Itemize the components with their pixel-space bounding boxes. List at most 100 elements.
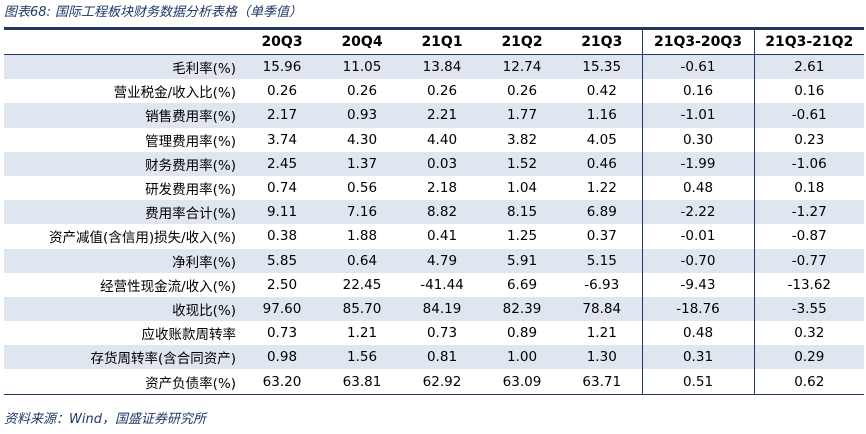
value-cell: -2.22 <box>641 200 754 225</box>
value-cell: -1.06 <box>753 151 864 176</box>
value-cell: 11.05 <box>322 54 402 80</box>
value-cell: 0.81 <box>402 345 482 370</box>
value-cell: -0.70 <box>641 248 754 273</box>
value-cell: 1.52 <box>482 151 562 176</box>
value-cell: 97.60 <box>242 296 322 322</box>
header-cell: 21Q3-21Q2 <box>753 30 864 55</box>
value-cell: 1.00 <box>482 345 562 370</box>
row-label: 资产减值(含信用)损失/收入(%) <box>49 230 236 247</box>
value-cell: 78.84 <box>562 296 642 322</box>
value-cell: 6.89 <box>562 200 642 225</box>
value-cell: 0.42 <box>586 83 617 100</box>
value-cell: 8.82 <box>402 200 482 225</box>
row-label: 管理费用率(%) <box>145 133 236 150</box>
table-row: 毛利率(%) 15.96 11.05 13.84 12.74 15.35 -0.61 2.61 <box>4 54 864 80</box>
value-cell: -1.99 <box>641 151 754 176</box>
value-cell: 4.30 <box>346 131 378 148</box>
value-cell: 0.98 <box>242 345 322 370</box>
table-row: 研发费用率(%) 0.74 0.56 2.18 1.04 1.22 0.48 0.18 <box>4 175 864 201</box>
header-cell: 21Q2 <box>482 30 562 55</box>
value-cell: 5.15 <box>562 248 642 273</box>
value-cell: 85.70 <box>322 296 402 322</box>
value-cell: -0.61 <box>753 103 864 128</box>
value-cell: 0.26 <box>426 83 458 100</box>
figure-title: 图表68: 国际工程板块财务数据分析表格（单季值） <box>4 5 303 20</box>
value-cell: -18.76 <box>641 296 754 322</box>
table-row: 收现比(%) 97.60 85.70 84.19 82.39 78.84 -18.76 -3.… <box>4 296 864 322</box>
value-cell: 0.56 <box>346 180 378 197</box>
value-cell: 2.61 <box>753 54 864 80</box>
value-cell: 0.38 <box>266 228 298 245</box>
row-label: 收现比(%) <box>4 296 242 322</box>
row-label: 资产负债率(%) <box>4 369 242 395</box>
value-cell: 0.46 <box>562 151 642 176</box>
value-cell: 0.31 <box>641 345 754 370</box>
row-label: 销售费用率(%) <box>4 103 242 128</box>
header-cell: 20Q4 <box>322 30 402 55</box>
value-cell: -1.27 <box>753 200 864 225</box>
value-cell: 0.73 <box>266 325 298 342</box>
row-label: 毛利率(%) <box>4 54 242 80</box>
value-cell: 3.74 <box>266 131 298 148</box>
value-cell: 1.56 <box>322 345 402 370</box>
table-row: 管理费用率(%) 3.74 4.30 4.40 3.82 4.05 0.30 0.23 <box>4 127 864 152</box>
row-label: 存货周转率(含合同资产) <box>4 345 242 370</box>
value-cell: 7.16 <box>322 200 402 225</box>
value-cell: 0.26 <box>506 83 538 100</box>
table-row: 财务费用率(%) 2.45 1.37 0.03 1.52 0.46 -1.99 -1.06 <box>4 151 864 176</box>
row-label: 净利率(%) <box>4 248 242 273</box>
value-cell: -41.44 <box>420 276 464 293</box>
value-cell: 0.29 <box>753 345 864 370</box>
value-cell: 63.71 <box>562 369 642 395</box>
value-cell: 8.15 <box>482 200 562 225</box>
value-cell: 62.92 <box>402 369 482 395</box>
value-cell: -1.01 <box>641 103 754 128</box>
value-cell: 4.05 <box>586 131 617 148</box>
value-cell: 0.74 <box>266 180 298 197</box>
value-cell: -3.55 <box>753 296 864 322</box>
header-cell: 21Q3 <box>562 30 642 55</box>
value-cell: -0.77 <box>753 248 864 273</box>
value-cell: 12.74 <box>482 54 562 80</box>
value-cell: 15.35 <box>562 54 642 80</box>
value-cell: 1.21 <box>346 325 378 342</box>
value-cell: 1.16 <box>562 103 642 128</box>
value-cell: 0.62 <box>753 369 864 395</box>
value-cell: 0.18 <box>753 175 864 201</box>
value-cell: 0.73 <box>426 325 458 342</box>
row-label: 研发费用率(%) <box>145 182 236 199</box>
value-cell: 0.16 <box>753 79 864 104</box>
value-cell: 0.64 <box>322 248 402 273</box>
value-cell: 82.39 <box>482 296 562 322</box>
value-cell: 22.45 <box>342 276 382 293</box>
financial-table: 20Q3 20Q4 21Q1 21Q2 21Q3 21Q3-20Q3 21Q3-… <box>4 30 864 395</box>
value-cell: 63.09 <box>482 369 562 395</box>
value-cell: 15.96 <box>242 54 322 80</box>
value-cell: 1.22 <box>586 180 617 197</box>
value-cell: 0.48 <box>641 321 754 346</box>
row-label: 营业税金/收入比(%) <box>113 85 236 102</box>
value-cell: 0.89 <box>506 325 538 342</box>
value-cell: 0.41 <box>426 228 458 245</box>
value-cell: 0.48 <box>641 175 754 201</box>
value-cell: 1.25 <box>506 228 538 245</box>
row-label: 费用率合计(%) <box>4 200 242 225</box>
value-cell: 0.93 <box>322 103 402 128</box>
value-cell: 0.30 <box>641 127 754 152</box>
value-cell: 2.45 <box>242 151 322 176</box>
value-cell: 13.84 <box>402 54 482 80</box>
value-cell: 63.81 <box>322 369 402 395</box>
row-label: 经营性现金流/收入(%) <box>100 278 236 295</box>
table-row: 应收账款周转率 0.73 1.21 0.73 0.89 1.21 0.48 0.32 <box>4 321 864 346</box>
value-cell: 1.37 <box>322 151 402 176</box>
value-cell: 2.18 <box>426 180 458 197</box>
table-row: 营业税金/收入比(%) 0.26 0.26 0.26 0.26 0.42 0.16 0.16 <box>4 79 864 104</box>
header-cell: 21Q1 <box>402 30 482 55</box>
value-cell: -9.43 <box>641 272 754 297</box>
header-cell <box>4 30 242 55</box>
value-cell: 1.88 <box>346 228 378 245</box>
value-cell: 0.51 <box>641 369 754 395</box>
top-rule <box>4 27 864 30</box>
table-row: 存货周转率(含合同资产) 0.98 1.56 0.81 1.00 1.30 0.31 0.29 <box>4 345 864 370</box>
value-cell: 0.26 <box>346 83 378 100</box>
